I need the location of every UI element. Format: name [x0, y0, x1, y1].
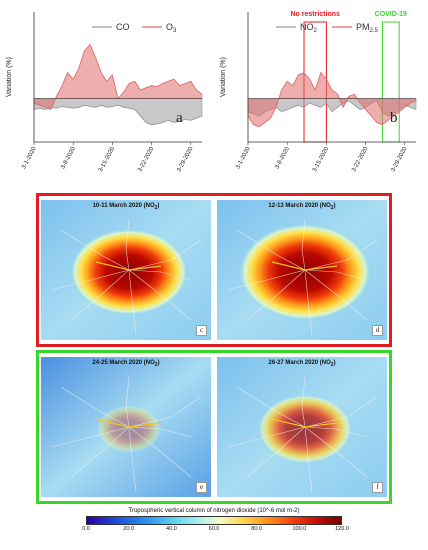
map-highway — [271, 261, 338, 271]
maps-frame-no-restrictions: 10-11 March 2020 (NO2) c 12-13 March 202… — [36, 193, 392, 347]
x-tick-label-4: 3-29-2020 — [390, 146, 408, 174]
map-road-4 — [304, 269, 368, 281]
chart-svg-a: Variation (%) 3-1-2020 3-8-2020 3-15-2020 3-… — [6, 12, 203, 174]
colorbar-title: Tropospheric vertical column of nitrogen… — [128, 508, 300, 514]
legend-label-1: PM2.5 — [356, 22, 379, 34]
x-tick-label-3: 3-22-2020 — [137, 146, 155, 174]
series-line-0 — [33, 104, 203, 126]
colorbar-tick-4: 80.0 — [251, 526, 263, 532]
x-tick-label-2: 3-15-2020 — [98, 146, 116, 174]
chart-panel-b: No restrictions COVID-19 Variation (%) 3-1-… — [214, 0, 428, 190]
legend-label-1: O3 — [166, 22, 177, 34]
panel-letter-a: a — [176, 110, 183, 126]
x-tick-label-2: 3-15-2020 — [312, 146, 330, 174]
colorbar-tick-5: 100.0 — [292, 526, 307, 532]
map-highway — [95, 261, 162, 271]
legend-label-0: NO2 — [300, 22, 318, 34]
maps-frame-covid: 24-25 March 2020 (NO2) e 26-27 March 202… — [36, 350, 392, 504]
map-road-4 — [128, 269, 192, 281]
map-highway — [95, 418, 162, 428]
colorbar-tick-3: 60.0 — [208, 526, 220, 532]
map-road-3 — [246, 269, 306, 321]
map-c-image — [41, 200, 211, 340]
map-road-4 — [304, 426, 368, 438]
colorbar-tick-1: 20.0 — [123, 526, 135, 532]
x-tick-label-4: 3-29-2020 — [176, 146, 194, 174]
map-e-letter: e — [196, 482, 207, 493]
map-d-image — [217, 200, 387, 340]
x-tick-label-3: 3-22-2020 — [351, 146, 369, 174]
legend-subscript-1: 2.5 — [370, 28, 379, 34]
x-tick-label-1: 3-8-2020 — [274, 146, 291, 171]
chart-svg-b: No restrictions COVID-19 Variation (%) 3-1-… — [220, 11, 417, 174]
map-d-date: 12-13 March 2020 (NO2) — [268, 203, 336, 212]
map-e-date: 24-25 March 2020 (NO2) — [92, 360, 160, 369]
colorbar-tick-2: 40.0 — [165, 526, 177, 532]
map-c-date: 10-11 March 2020 (NO2) — [92, 203, 160, 212]
x-tick-label-0: 3-1-2020 — [21, 146, 38, 171]
map-f-image — [217, 357, 387, 497]
map-road-3 — [70, 426, 130, 478]
map-road-3 — [246, 426, 306, 478]
map-e-image — [41, 357, 211, 497]
map-highway — [271, 418, 338, 428]
legend-subscript-1: 3 — [173, 28, 177, 34]
colorbar-ticks: 0.0 20.0 40.0 60.0 80.0 100.0 120.0 — [82, 525, 349, 534]
map-c: 10-11 March 2020 (NO2) c — [41, 200, 211, 340]
x-tick-label-1: 3-8-2020 — [60, 146, 77, 171]
map-road-3 — [70, 269, 130, 321]
map-c-letter: c — [196, 325, 207, 336]
map-f-letter: f — [372, 482, 383, 493]
y-axis-label: Variation (%) — [6, 57, 13, 97]
legend-label-0: CO — [116, 22, 130, 32]
colorbar-tick-6: 120.0 — [335, 526, 349, 532]
map-f-date: 26-27 March 2020 (NO2) — [268, 360, 336, 369]
panel-letter-b: b — [390, 110, 398, 126]
y-axis-label: Variation (%) — [220, 57, 227, 97]
map-f: 26-27 March 2020 (NO2) f — [217, 357, 387, 497]
map-d-letter: d — [372, 325, 383, 336]
map-road-4 — [128, 426, 192, 438]
legend-subscript-0: 2 — [314, 28, 318, 34]
colorbar-gradient — [86, 516, 342, 525]
colorbar: Tropospheric vertical column of nitrogen… — [82, 508, 349, 548]
annotation-label-1: COVID-19 — [375, 11, 407, 18]
series-line-1 — [247, 71, 417, 128]
annotation-label-0: No restrictions — [290, 11, 340, 18]
map-e: 24-25 March 2020 (NO2) e — [41, 357, 211, 497]
x-tick-label-0: 3-1-2020 — [235, 146, 252, 171]
map-d: 12-13 March 2020 (NO2) d — [217, 200, 387, 340]
chart-panel-a: Variation (%) 3-1-2020 3-8-2020 3-15-2020 3-… — [0, 0, 214, 190]
colorbar-tick-0: 0.0 — [82, 526, 90, 532]
